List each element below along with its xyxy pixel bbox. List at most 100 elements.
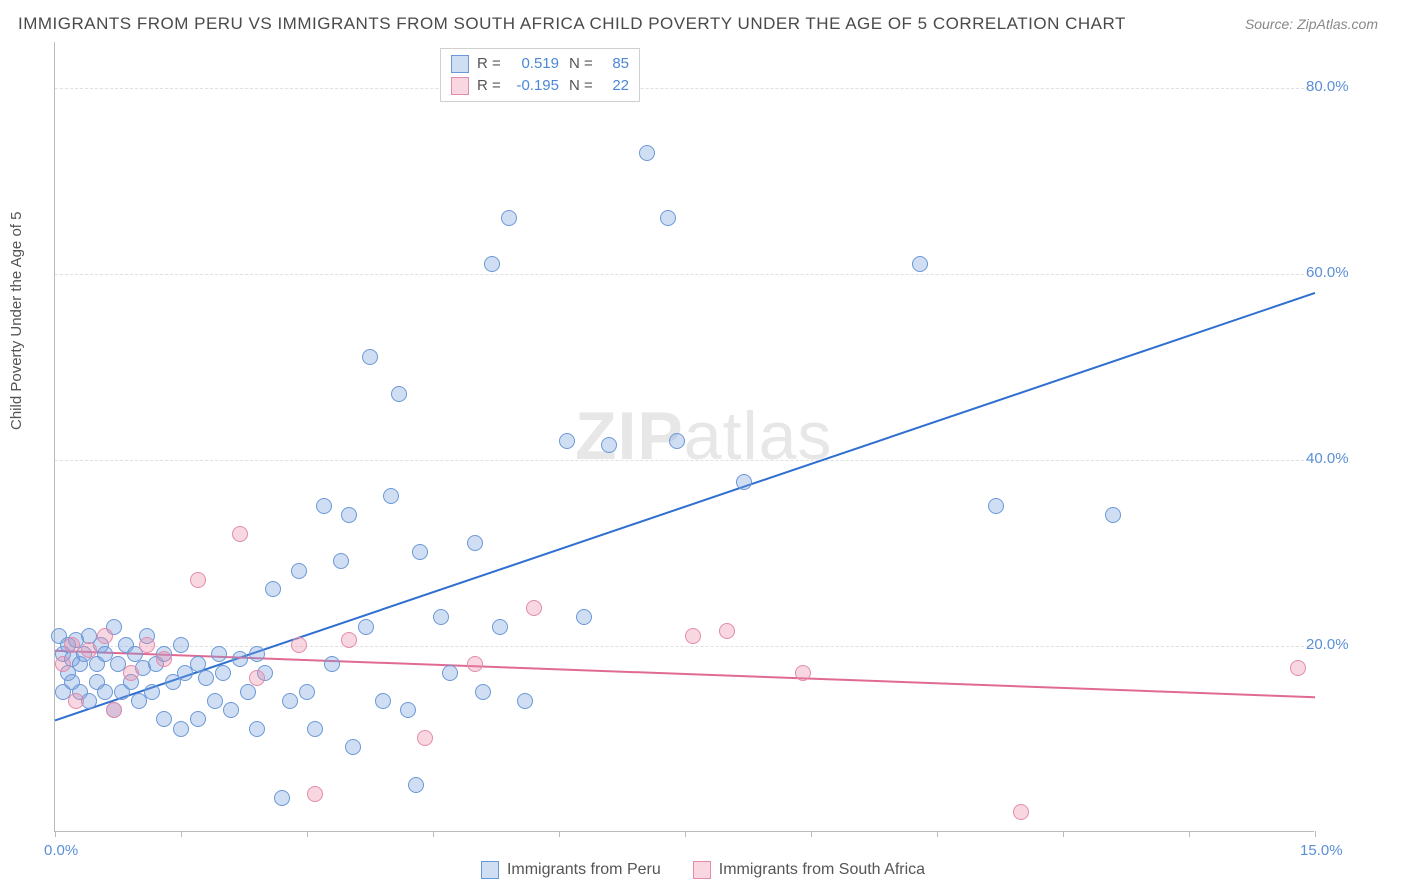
legend-label: Immigrants from Peru: [507, 861, 661, 879]
x-tick-label-max: 15.0%: [1300, 842, 1343, 859]
y-tick-label: 40.0%: [1306, 450, 1376, 467]
data-point: [412, 544, 428, 560]
data-point: [81, 642, 97, 658]
data-point: [719, 623, 735, 639]
data-point: [249, 646, 265, 662]
data-point: [190, 711, 206, 727]
data-point: [408, 777, 424, 793]
data-point: [559, 433, 575, 449]
x-tick-label-min: 0.0%: [44, 842, 78, 859]
data-point: [307, 786, 323, 802]
data-point: [207, 693, 223, 709]
data-point: [639, 145, 655, 161]
legend-swatch: [693, 861, 711, 879]
data-point: [211, 646, 227, 662]
data-point: [106, 702, 122, 718]
data-point: [274, 790, 290, 806]
data-point: [64, 637, 80, 653]
data-point: [324, 656, 340, 672]
chart-title: IMMIGRANTS FROM PERU VS IMMIGRANTS FROM …: [18, 14, 1126, 34]
data-point: [501, 210, 517, 226]
y-axis-label: Child Poverty Under the Age of 5: [8, 212, 25, 430]
data-point: [144, 684, 160, 700]
data-point: [669, 433, 685, 449]
data-point: [139, 637, 155, 653]
data-point: [249, 670, 265, 686]
data-point: [97, 684, 113, 700]
data-point: [97, 628, 113, 644]
data-point: [291, 637, 307, 653]
data-point: [660, 210, 676, 226]
data-point: [173, 721, 189, 737]
data-point: [232, 526, 248, 542]
data-point: [526, 600, 542, 616]
data-point: [362, 349, 378, 365]
data-point: [345, 739, 361, 755]
data-point: [215, 665, 231, 681]
data-point: [391, 386, 407, 402]
data-point: [1290, 660, 1306, 676]
data-point: [249, 721, 265, 737]
data-point: [341, 632, 357, 648]
source-value: ZipAtlas.com: [1297, 16, 1378, 32]
data-point: [442, 665, 458, 681]
data-point: [291, 563, 307, 579]
data-point: [198, 670, 214, 686]
data-point: [736, 474, 752, 490]
data-point: [68, 693, 84, 709]
legend-item: Immigrants from South Africa: [693, 861, 925, 879]
data-point: [123, 665, 139, 681]
trend-lines: [55, 42, 1315, 832]
data-point: [467, 656, 483, 672]
data-point: [173, 637, 189, 653]
data-point: [223, 702, 239, 718]
legend-stats-text: R =0.519N =85: [477, 53, 629, 75]
data-point: [1105, 507, 1121, 523]
data-point: [333, 553, 349, 569]
data-point: [156, 651, 172, 667]
x-tick: [1315, 831, 1316, 837]
data-point: [685, 628, 701, 644]
data-point: [517, 693, 533, 709]
data-point: [795, 665, 811, 681]
data-point: [55, 656, 71, 672]
data-point: [341, 507, 357, 523]
data-point: [475, 684, 491, 700]
data-point: [467, 535, 483, 551]
legend-stats-text: R =-0.195N =22: [477, 75, 629, 97]
legend-bottom: Immigrants from Peru Immigrants from Sout…: [0, 861, 1406, 884]
data-point: [988, 498, 1004, 514]
y-tick-label: 20.0%: [1306, 636, 1376, 653]
legend-stats-row: R =0.519N =85: [451, 53, 629, 75]
data-point: [492, 619, 508, 635]
source-label: Source: ZipAtlas.com: [1245, 16, 1378, 32]
data-point: [601, 437, 617, 453]
data-point: [912, 256, 928, 272]
y-tick-label: 80.0%: [1306, 78, 1376, 95]
data-point: [190, 572, 206, 588]
data-point: [484, 256, 500, 272]
plot-area: ZIPatlas: [54, 42, 1314, 832]
data-point: [307, 721, 323, 737]
data-point: [299, 684, 315, 700]
data-point: [383, 488, 399, 504]
legend-swatch: [451, 55, 469, 73]
source-prefix: Source:: [1245, 16, 1297, 32]
data-point: [1013, 804, 1029, 820]
data-point: [375, 693, 391, 709]
data-point: [417, 730, 433, 746]
data-point: [316, 498, 332, 514]
data-point: [400, 702, 416, 718]
data-point: [433, 609, 449, 625]
y-tick-label: 60.0%: [1306, 264, 1376, 281]
data-point: [232, 651, 248, 667]
data-point: [156, 711, 172, 727]
legend-swatch: [481, 861, 499, 879]
legend-label: Immigrants from South Africa: [719, 861, 925, 879]
data-point: [265, 581, 281, 597]
data-point: [358, 619, 374, 635]
legend-stats-row: R =-0.195N =22: [451, 75, 629, 97]
legend-item: Immigrants from Peru: [481, 861, 661, 879]
data-point: [576, 609, 592, 625]
data-point: [282, 693, 298, 709]
